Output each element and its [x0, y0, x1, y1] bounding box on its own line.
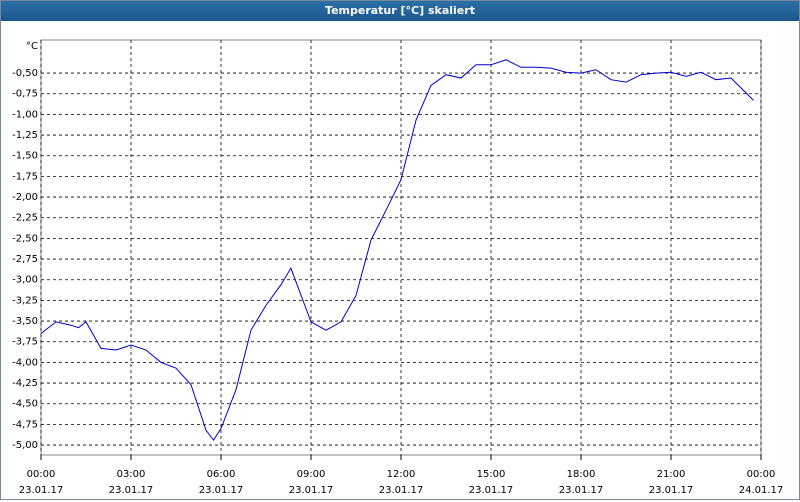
y-tick-label: -1,50 — [12, 151, 38, 162]
x-tick-label: 09:00 — [297, 469, 326, 480]
y-tick-label: -5,00 — [12, 440, 38, 451]
x-tick-label: 00:00 — [747, 469, 776, 480]
y-tick-label: -1,75 — [12, 171, 38, 182]
y-tick-label: -2,00 — [12, 192, 38, 203]
x-tick-date: 23.01.17 — [19, 485, 64, 496]
x-tick-date: 23.01.17 — [199, 485, 244, 496]
x-tick-date: 23.01.17 — [559, 485, 604, 496]
x-tick-date: 23.01.17 — [379, 485, 424, 496]
x-tick-label: 21:00 — [657, 469, 686, 480]
x-tick-label: 18:00 — [567, 469, 596, 480]
y-tick-label: -0,50 — [12, 68, 38, 79]
x-tick-date: 23.01.17 — [469, 485, 514, 496]
x-tick-date: 24.01.17 — [739, 485, 784, 496]
y-tick-label: -3,25 — [12, 295, 38, 306]
x-tick-date: 23.01.17 — [649, 485, 694, 496]
x-tick-label: 06:00 — [207, 469, 236, 480]
y-tick-label: -3,75 — [12, 337, 38, 348]
data-line — [40, 59, 754, 441]
plot-area — [40, 39, 762, 456]
x-tick-date: 23.01.17 — [289, 485, 334, 496]
y-tick-label: -2,25 — [12, 213, 38, 224]
y-tick-label: -0,75 — [12, 89, 38, 100]
y-tick-label: -3,00 — [12, 275, 38, 286]
title-bar: Temperatur [°C] skaliert — [1, 1, 799, 21]
x-tick-date: 23.01.17 — [109, 485, 154, 496]
y-tick-label: -4,00 — [12, 357, 38, 368]
y-tick-label: -2,75 — [12, 254, 38, 265]
y-tick-label: -4,50 — [12, 399, 38, 410]
y-tick-label: -2,50 — [12, 233, 38, 244]
y-unit-label: °C — [26, 41, 38, 52]
y-tick-label: -1,00 — [12, 109, 38, 120]
chart: °C -0,50 -0,75 -1,00 -1,25 -1,50 -1,75 -2,00 -2,… — [12, 39, 784, 496]
x-tick-label: 12:00 — [387, 469, 416, 480]
y-tick-label: -4,75 — [12, 419, 38, 430]
y-tick-label: -3,50 — [12, 316, 38, 327]
y-tick-label: -4,25 — [12, 378, 38, 389]
x-tick-label: 15:00 — [477, 469, 506, 480]
y-tick-label: -1,25 — [12, 130, 38, 141]
x-tick-label: 00:00 — [27, 469, 56, 480]
x-tick-label: 03:00 — [117, 469, 146, 480]
